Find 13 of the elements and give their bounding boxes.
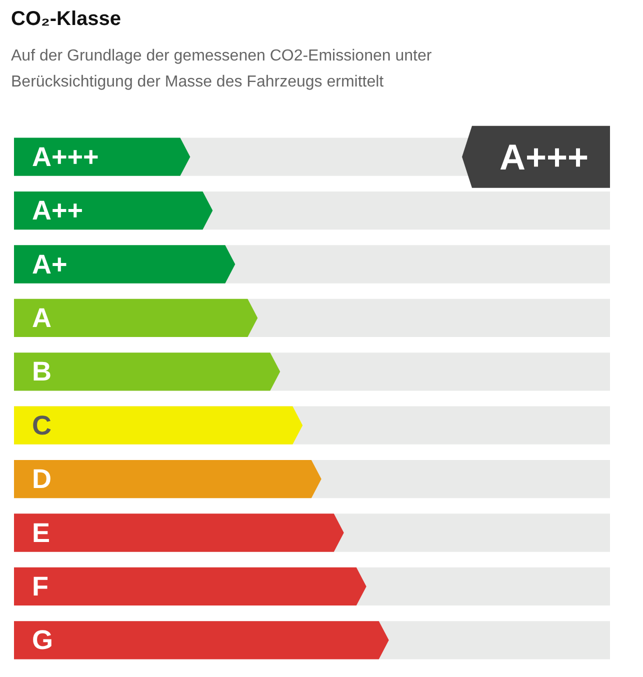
y-tick-label: C <box>32 410 52 440</box>
y-tick-label: A+++ <box>32 142 99 172</box>
y-tick-label: B <box>32 356 52 387</box>
y-tick-label: A <box>32 302 52 333</box>
y-tick-label: F <box>32 571 48 602</box>
y-tick-label: D <box>32 464 52 494</box>
y-tick-label: A+ <box>32 249 68 280</box>
text: A+++ <box>499 136 589 178</box>
chart-subtitle: Auf der Grundlage der gemessenen CO2-Emissionen unter Berücksichtigung der Masse des Fahrzeugs ermittelt <box>11 48 436 90</box>
y-tick-label: G <box>32 625 54 656</box>
y-tick-label: A++ <box>32 196 84 226</box>
chart-title: CO₂-Klasse <box>11 8 122 30</box>
y-tick-label: E <box>32 518 50 548</box>
